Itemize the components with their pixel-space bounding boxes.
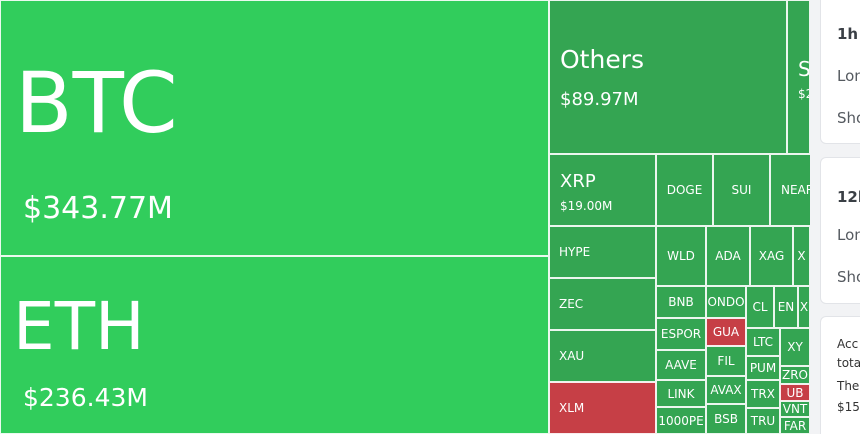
- tile-xag[interactable]: XAG: [750, 226, 793, 286]
- tile-link-symbol: LINK: [667, 386, 695, 401]
- tile-cl-symbol: CL: [752, 300, 768, 314]
- tile-aave-symbol: AAVE: [665, 358, 697, 372]
- tile-xau-symbol: XAU: [559, 349, 585, 363]
- tile-wld-symbol: WLD: [667, 249, 695, 263]
- tile-vnt-symbol: VNT: [782, 402, 808, 416]
- tile-hype[interactable]: HYPE: [549, 226, 656, 278]
- tile-trx-symbol: TRX: [751, 387, 775, 401]
- tile-partial-s-value: $2: [798, 87, 809, 101]
- tile-xy-symbol: XY: [787, 340, 803, 354]
- tile-xrp-symbol: XRP: [560, 171, 596, 192]
- tile-ub[interactable]: UB: [780, 384, 810, 401]
- tile-x1[interactable]: X: [793, 226, 810, 286]
- liquidation-treemap: BTC $343.77M ETH $236.43M Others $89.97M…: [0, 0, 810, 434]
- tile-zro-symbol: ZRO: [781, 368, 808, 382]
- card-summary-line-2: tota: [837, 356, 860, 370]
- card-summary-line-3: The: [837, 379, 860, 393]
- tile-partial-s[interactable]: S $2: [787, 0, 810, 154]
- tile-far[interactable]: FAR: [780, 417, 810, 434]
- tile-pum-symbol: PUM: [749, 361, 777, 375]
- card-1h-short: Sho: [837, 109, 860, 127]
- tile-espor[interactable]: ESPOR: [656, 318, 706, 350]
- tile-xrp-value: $19.00M: [560, 199, 613, 213]
- tile-others-symbol: Others: [560, 45, 645, 74]
- tile-others-value: $89.97M: [560, 89, 639, 110]
- tile-xlm-symbol: XLM: [559, 401, 585, 415]
- tile-fil-symbol: FIL: [717, 354, 735, 368]
- tile-ub-symbol: UB: [786, 385, 804, 400]
- tile-wld[interactable]: WLD: [656, 226, 706, 286]
- tile-x2-symbol: X: [799, 300, 809, 314]
- tile-vnt[interactable]: VNT: [780, 401, 810, 417]
- tile-cl[interactable]: CL: [746, 286, 774, 328]
- tile-ada[interactable]: ADA: [706, 226, 750, 286]
- card-summary-line-1: Acc: [837, 337, 859, 351]
- tile-btc-symbol: BTC: [15, 54, 178, 152]
- card-1h: 1h Lon Sho: [820, 0, 860, 144]
- tile-xag-symbol: XAG: [758, 249, 785, 263]
- tile-1000pe[interactable]: 1000PE: [656, 407, 706, 434]
- tile-x2[interactable]: X: [798, 286, 810, 328]
- tile-ltc[interactable]: LTC: [746, 328, 780, 356]
- tile-sui[interactable]: SUI: [713, 154, 770, 226]
- tile-bsb[interactable]: BSB: [706, 404, 746, 434]
- tile-btc-value: $343.77M: [23, 191, 173, 226]
- tile-gua-symbol: GUA: [712, 325, 740, 339]
- tile-gua[interactable]: GUA: [706, 318, 746, 346]
- tile-ondo-symbol: ONDO: [707, 295, 745, 309]
- tile-x1-symbol: X: [797, 249, 806, 263]
- tile-sui-symbol: SUI: [731, 183, 752, 197]
- tile-eth[interactable]: ETH $236.43M: [0, 256, 549, 434]
- tile-xy[interactable]: XY: [780, 328, 810, 366]
- card-12h: 12h Lon Sho: [820, 157, 860, 304]
- tile-btc[interactable]: BTC $343.77M: [0, 0, 549, 256]
- card-1h-title: 1h: [837, 25, 859, 43]
- tile-avax[interactable]: AVAX: [706, 376, 746, 404]
- tile-bnb[interactable]: BNB: [656, 286, 706, 318]
- card-summary-line-4: $15: [837, 400, 860, 414]
- tile-zec-symbol: ZEC: [559, 297, 584, 311]
- tile-eth-symbol: ETH: [13, 288, 145, 365]
- tile-fil[interactable]: FIL: [706, 346, 746, 376]
- tile-far-symbol: FAR: [783, 418, 807, 433]
- tile-aave[interactable]: AAVE: [656, 350, 706, 380]
- tile-eth-value: $236.43M: [23, 383, 148, 412]
- tile-xrp[interactable]: XRP $19.00M: [549, 154, 656, 226]
- tile-tru[interactable]: TRU: [746, 408, 780, 434]
- tile-doge-symbol: DOGE: [666, 183, 703, 197]
- tile-pum[interactable]: PUM: [746, 356, 780, 380]
- card-12h-short: Sho: [837, 268, 860, 286]
- tile-link[interactable]: LINK: [656, 380, 706, 407]
- tile-trx[interactable]: TRX: [746, 380, 780, 408]
- card-12h-long: Lon: [837, 226, 860, 244]
- tile-xau[interactable]: XAU: [549, 330, 656, 382]
- tile-near[interactable]: NEAR: [770, 154, 810, 226]
- tile-zro[interactable]: ZRO: [780, 366, 810, 384]
- tile-hype-symbol: HYPE: [559, 245, 591, 259]
- card-12h-title: 12h: [837, 188, 860, 206]
- tile-xlm[interactable]: XLM: [549, 382, 656, 434]
- tile-partial-s-symbol: S: [798, 57, 810, 81]
- tile-en[interactable]: EN: [774, 286, 798, 328]
- tile-tru-symbol: TRU: [750, 414, 776, 428]
- tile-bnb-symbol: BNB: [668, 295, 694, 309]
- tile-others[interactable]: Others $89.97M: [549, 0, 787, 154]
- tile-doge[interactable]: DOGE: [656, 154, 713, 226]
- tile-ltc-symbol: LTC: [752, 335, 774, 349]
- tile-near-symbol: NEAR: [781, 183, 810, 197]
- tile-espor-symbol: ESPOR: [660, 327, 702, 341]
- tile-avax-symbol: AVAX: [710, 383, 742, 397]
- tile-ondo[interactable]: ONDO: [706, 286, 746, 318]
- tile-1000pe-symbol: 1000PE: [658, 413, 704, 428]
- card-summary: Acc tota The $15: [820, 316, 860, 434]
- tile-ada-symbol: ADA: [715, 249, 741, 263]
- tile-zec[interactable]: ZEC: [549, 278, 656, 330]
- tile-en-symbol: EN: [777, 300, 795, 314]
- tile-bsb-symbol: BSB: [714, 412, 738, 426]
- card-1h-long: Lon: [837, 67, 860, 85]
